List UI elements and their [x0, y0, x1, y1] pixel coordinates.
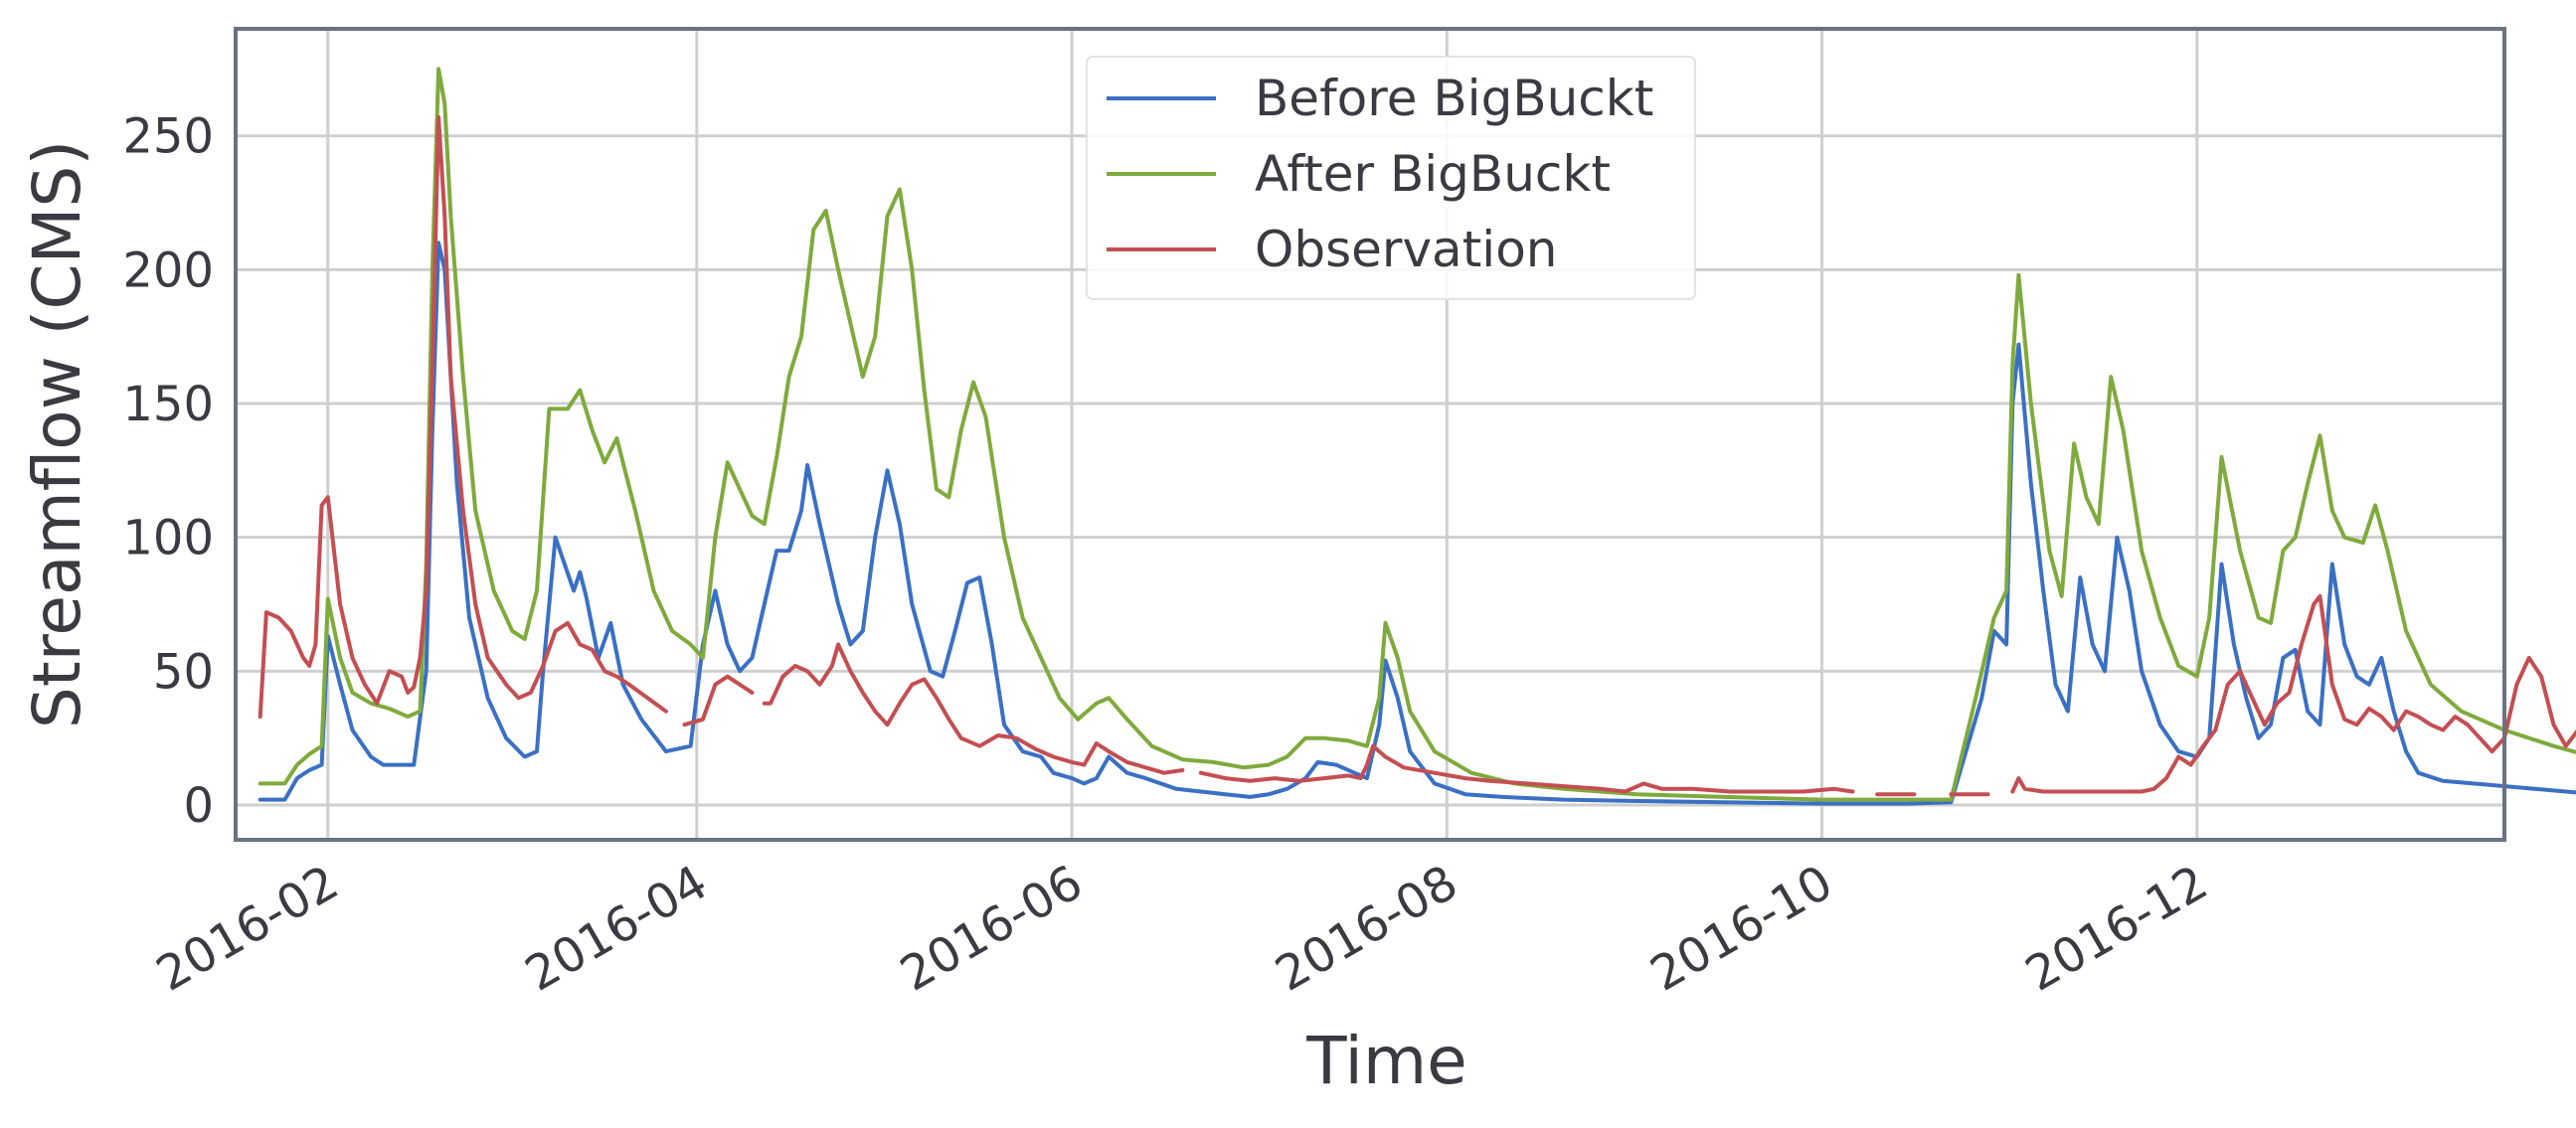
x-tick-label: 2016-12 [2016, 855, 2217, 1003]
x-tick-labels: 2016-02 2016-04 2016-06 2016-08 2016-10 2016-… [147, 855, 2217, 1003]
series-line-observation-segment-2 [682, 674, 755, 727]
series-line-observation-segment-4 [1198, 743, 1855, 794]
x-axis-title: Time [1305, 1023, 1467, 1099]
y-tick-label: 250 [122, 109, 214, 165]
y-tick-label: 50 [153, 644, 214, 700]
series-line-observation-segment-7 [2010, 593, 2576, 794]
plot-frame [234, 27, 2506, 842]
series-line-before-bigbuckt [258, 241, 2576, 806]
y-tick-label: 100 [122, 511, 214, 566]
x-tick-label: 2016-02 [147, 855, 348, 1003]
legend-box [1086, 56, 1696, 300]
legend-label-observation: Observation [1255, 221, 1557, 278]
x-tick-label: 2016-10 [1641, 855, 1842, 1003]
y-tick-label: 0 [183, 778, 214, 834]
y-tick-label: 200 [122, 242, 214, 298]
y-tick-label: 150 [122, 377, 214, 432]
y-axis-title: Streamflow (CMS) [19, 140, 95, 728]
series-line-observation-segment-1 [258, 114, 668, 720]
legend: Before BigBuckt After BigBuckt Observati… [1086, 56, 1696, 300]
legend-label-before: Before BigBuckt [1255, 70, 1653, 127]
x-tick-label: 2016-08 [1267, 855, 1467, 1003]
x-tick-label: 2016-04 [516, 855, 717, 1003]
x-tick-label: 2016-06 [891, 855, 1092, 1003]
series-lines [258, 67, 2576, 806]
legend-label-after: After BigBuckt [1255, 145, 1611, 203]
series-line-observation-segment-3 [762, 642, 1185, 775]
series-line-after-bigbuckt [258, 67, 2576, 802]
y-tick-labels: 0 50 100 150 200 250 [122, 109, 214, 834]
